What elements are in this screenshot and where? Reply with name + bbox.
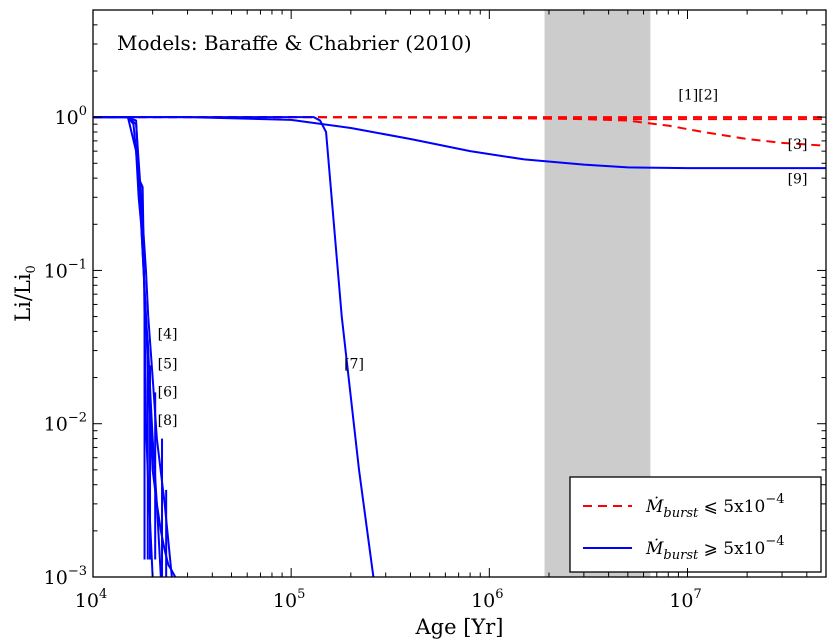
y-axis-title: Li/Li0	[11, 265, 39, 322]
series-line-3	[93, 116, 826, 147]
annotation-label: [3]	[788, 137, 808, 153]
annotation-label: [9]	[788, 171, 808, 187]
series-line-4	[93, 116, 173, 577]
x-tick-label: 105	[273, 587, 305, 612]
legend-box	[569, 476, 822, 573]
legend-label: Ṁburst ⩾ 5x10−4	[645, 534, 785, 563]
y-tick-label: 10−3	[44, 564, 87, 589]
y-tick-label: 10−1	[44, 257, 87, 282]
annotation-label: [6]	[158, 385, 178, 401]
series-line-8	[93, 116, 177, 577]
axes: 104 105 106 107 10−3 10−2 10−1 100 Age [Yr] Li/Li…	[11, 9, 827, 639]
legend: Ṁburst ⩽ 5x10−4 Ṁburst ⩾ 5x10−4	[569, 476, 822, 573]
series-line-9	[93, 116, 826, 170]
annotation-label: [7]	[344, 356, 364, 372]
annotation-label: [1][2]	[678, 88, 718, 104]
annotation-label: [4]	[158, 326, 178, 342]
y-tick-label: 100	[55, 104, 87, 129]
y-tick-label: 10−2	[44, 411, 87, 436]
x-tick-label: 107	[669, 587, 701, 612]
chart-title: Models: Baraffe & Chabrier (2010)	[117, 31, 472, 55]
annotation-label: [8]	[158, 413, 178, 429]
x-axis-title: Age [Yr]	[415, 615, 504, 639]
x-tick-label: 106	[471, 587, 503, 612]
x-tick-label: 104	[75, 587, 107, 612]
plot-frame	[92, 9, 827, 578]
legend-label: Ṁburst ⩽ 5x10−4	[645, 492, 785, 521]
annotation-label: [5]	[158, 356, 178, 372]
series-line-6	[93, 116, 154, 577]
series-line-7	[93, 116, 375, 577]
